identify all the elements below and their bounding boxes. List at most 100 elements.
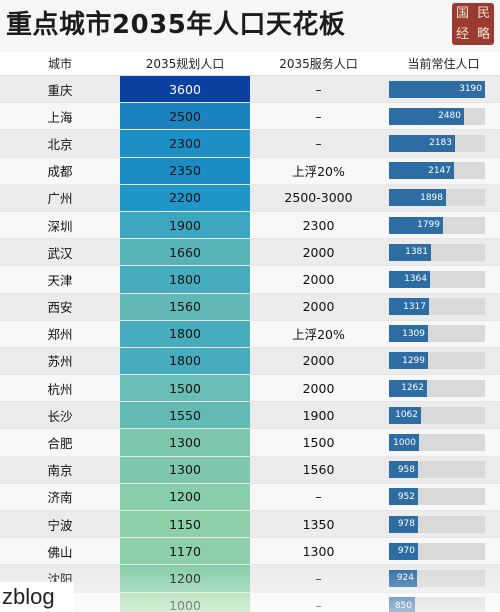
current-bar: [389, 515, 418, 533]
current-cell: 1381: [387, 239, 500, 265]
current-bar: [389, 80, 485, 98]
plan-cell: 3600: [120, 76, 250, 103]
current-bar: [389, 434, 419, 452]
current-bar-track: 970: [389, 542, 485, 560]
current-bar: [389, 243, 431, 261]
current-value-label: 1309: [402, 328, 425, 339]
table-row: 长沙 1550 1900 1062: [0, 402, 500, 430]
plan-cell: 1550: [120, 402, 250, 429]
service-cell: 1350: [302, 516, 335, 532]
table-row: 西安 1560 2000 1317: [0, 293, 500, 321]
city-cell: 天津: [47, 272, 73, 288]
plan-cell: 1800: [120, 320, 250, 347]
current-bar-track: 1364: [389, 270, 485, 288]
service-cell: 2000: [302, 271, 335, 287]
plan-cell: 1200: [120, 483, 250, 510]
current-cell: 2480: [387, 103, 500, 129]
city-cell: 济南: [47, 490, 73, 506]
current-bar: [389, 162, 454, 180]
service-cell: 1500: [302, 435, 335, 451]
current-bar: [389, 542, 418, 560]
city-cell: 郑州: [47, 327, 73, 343]
current-bar: [389, 461, 418, 479]
current-bar: [389, 107, 464, 125]
current-bar: [389, 488, 418, 506]
service-cell: 上浮20%: [292, 164, 345, 180]
current-cell: 1299: [387, 348, 500, 374]
service-cell: 2500-3000: [284, 190, 353, 206]
service-cell: 1300: [302, 543, 335, 559]
current-bar-track: 3190: [389, 80, 485, 98]
current-cell: 2147: [387, 158, 500, 184]
current-bar-track: 958: [389, 461, 485, 479]
city-cell: 杭州: [47, 381, 73, 397]
current-value-label: 1799: [417, 220, 440, 231]
city-cell: 成都: [47, 164, 73, 180]
current-bar-track: 924: [389, 569, 485, 587]
city-cell: 佛山: [47, 544, 73, 560]
header-plan: 2035规划人口: [145, 57, 225, 71]
service-cell: –: [315, 489, 322, 505]
current-cell: 1309: [387, 321, 500, 347]
current-cell: 978: [387, 511, 500, 537]
table-row: 重庆 3600 – 3190: [0, 76, 500, 104]
city-cell: 宁波: [47, 517, 73, 533]
current-cell: 970: [387, 538, 500, 564]
current-value-label: 978: [397, 519, 415, 530]
city-cell: 武汉: [47, 245, 73, 261]
current-value-label: 2147: [428, 165, 451, 176]
current-value-label: 924: [396, 573, 414, 584]
seal-logo: 国 民 经 略: [452, 3, 494, 45]
population-table: 城市 2035规划人口 2035服务人口 当前常住人口 重庆 3600 – 3190 上…: [0, 52, 500, 612]
city-cell: 苏州: [47, 354, 73, 370]
current-bar-track: 1898: [389, 189, 485, 207]
page-title: 重点城市2035年人口天花板: [6, 10, 346, 40]
table-row: 杭州 1500 2000 1262: [0, 375, 500, 403]
current-value-label: 2480: [438, 111, 461, 122]
current-cell: 1799: [387, 212, 500, 238]
current-bar-track: 1262: [389, 379, 485, 397]
plan-cell: 2350: [120, 157, 250, 184]
current-cell: 3190: [387, 76, 500, 102]
plan-cell: 2500: [120, 103, 250, 130]
current-value-label: 958: [397, 464, 415, 475]
service-cell: 2300: [302, 217, 335, 233]
table-row: 天津 1800 2000 1364: [0, 266, 500, 294]
current-bar-track: 1000: [389, 434, 485, 452]
plan-cell: 1800: [120, 266, 250, 293]
current-cell: 2183: [387, 130, 500, 156]
current-value-label: 1381: [405, 247, 428, 258]
current-value-label: 970: [397, 546, 415, 557]
title-bar: 重点城市2035年人口天花板 国 民 经 略: [0, 0, 500, 52]
current-cell: 1898: [387, 185, 500, 211]
current-bar: [389, 216, 443, 234]
current-value-label: 1262: [401, 383, 424, 394]
table-row: 苏州 1800 2000 1299: [0, 347, 500, 376]
plan-cell: 1900: [120, 211, 250, 239]
current-value-label: 1364: [404, 274, 427, 285]
current-value-label: 2183: [429, 138, 452, 149]
table-body: 重庆 3600 – 3190 上海 2500 – 2480 北京 2300 – 2183 成都 2350 上…: [0, 76, 500, 612]
service-cell: 2000: [302, 244, 335, 260]
service-cell: 上浮20%: [292, 327, 345, 343]
current-value-label: 1299: [402, 355, 425, 366]
current-cell: 850: [387, 593, 500, 612]
current-value-label: 850: [394, 600, 412, 611]
current-bar-track: 952: [389, 488, 485, 506]
current-bar: [389, 189, 446, 207]
current-cell: 1062: [387, 402, 500, 428]
plan-cell: 1170: [120, 538, 250, 565]
current-value-label: 3190: [459, 84, 482, 95]
current-bar-track: 2480: [389, 107, 485, 125]
current-value-label: 1062: [395, 410, 418, 421]
service-cell: –: [315, 598, 322, 612]
plan-cell: 1000: [120, 592, 250, 612]
table-row: 1000 – 850: [0, 592, 500, 612]
current-cell: 1000: [387, 429, 500, 455]
current-cell: 1317: [387, 294, 500, 320]
plan-cell: 1800: [120, 347, 250, 375]
current-value-label: 952: [397, 491, 415, 502]
plan-cell: 1200: [120, 565, 250, 592]
current-bar: [389, 298, 429, 316]
current-bar-track: 850: [389, 597, 485, 612]
